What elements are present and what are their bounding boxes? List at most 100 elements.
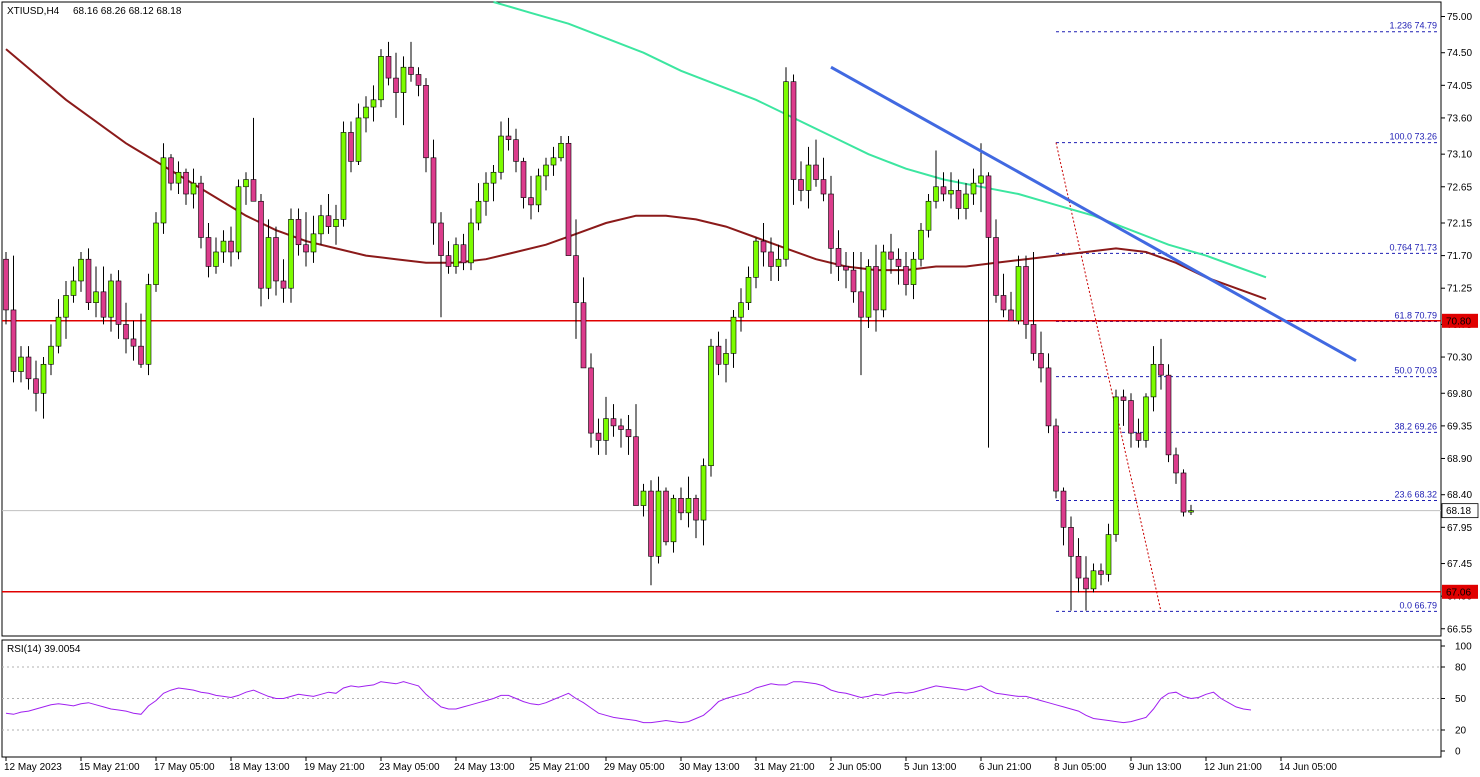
time-tick-label: 14 Jun 05:00: [1279, 762, 1337, 773]
candle: [340, 121, 347, 227]
candle: [678, 487, 684, 521]
candle-body: [663, 490, 669, 543]
price-axis: 75.00 74.50 74.05 73.60 73.10 72.65 72.15 71.70…: [1441, 12, 1479, 635]
candle: [18, 346, 24, 383]
candle-body: [520, 161, 527, 198]
candle: [250, 117, 257, 202]
fib-level-label: 100.0 73.26: [1389, 132, 1437, 142]
candle-body: [640, 490, 647, 506]
candle-body: [588, 367, 594, 434]
candle: [310, 215, 317, 263]
candle: [573, 219, 579, 339]
candle-body: [183, 171, 189, 195]
candle: [985, 172, 992, 448]
candle-body: [370, 99, 377, 108]
price-tick-label: 72.65: [1447, 182, 1472, 193]
rsi-tick-label: 80: [1455, 663, 1467, 674]
price-tick-label: 75.00: [1447, 12, 1472, 23]
candle: [1150, 346, 1157, 412]
candle-body: [978, 175, 984, 184]
candle: [648, 480, 654, 586]
candle-body: [625, 429, 632, 438]
candle-body: [543, 164, 549, 177]
candle-body: [340, 132, 347, 220]
level-price-tag-text: 67.06: [1446, 587, 1471, 598]
candle-body: [1128, 400, 1134, 434]
candle: [633, 404, 639, 506]
candle: [490, 165, 497, 202]
candle-body: [325, 215, 332, 227]
candle-body: [505, 135, 512, 140]
candle-body: [888, 251, 894, 260]
candle: [873, 244, 879, 332]
chart-symbol-label: XTIUSD,H4: [7, 6, 60, 17]
candle-body: [445, 255, 452, 267]
candle: [1105, 523, 1112, 582]
candle: [618, 418, 624, 448]
candle-body: [393, 77, 399, 93]
candle-body: [33, 378, 39, 394]
candle-body: [70, 280, 77, 296]
candle: [963, 183, 969, 220]
candle-body: [573, 255, 579, 303]
candle-body: [1105, 534, 1112, 575]
candle: [528, 175, 534, 220]
candle-body: [1008, 309, 1014, 322]
rsi-tick-label: 0: [1455, 747, 1461, 758]
candle: [520, 157, 527, 209]
rsi-label: RSI(14) 39.0054: [7, 644, 81, 655]
candle: [220, 230, 227, 263]
time-tick-label: 9 Jun 13:00: [1129, 762, 1182, 773]
price-tick-label: 67.95: [1447, 523, 1472, 534]
candle-body: [130, 338, 137, 347]
candle-body: [55, 316, 62, 347]
candle: [558, 136, 564, 162]
candle: [168, 154, 174, 191]
candle: [198, 175, 204, 249]
candle-body: [558, 142, 564, 159]
current-price-tag-text: 68.18: [1446, 506, 1471, 517]
candle-body: [3, 258, 9, 311]
candle: [535, 168, 542, 213]
candle: [1098, 563, 1104, 586]
candle: [640, 483, 647, 517]
candle: [843, 251, 849, 289]
candle-body: [670, 498, 677, 543]
price-tick-label: 73.10: [1447, 150, 1472, 161]
candle-body: [895, 258, 902, 267]
candle-body: [25, 356, 32, 380]
moving-average-layer: [5, 1, 1267, 301]
horizontal-levels-layer: [2, 320, 1441, 593]
price-tick-label: 69.35: [1447, 421, 1472, 432]
candle: [1180, 469, 1187, 517]
candle: [40, 357, 47, 419]
candle: [393, 52, 399, 118]
candle-body: [798, 179, 804, 191]
candle-body: [220, 240, 227, 253]
candle: [835, 230, 842, 281]
candle-body: [190, 182, 197, 195]
candle-body: [873, 266, 879, 311]
time-tick-label: 31 May 21:00: [754, 762, 815, 773]
candle: [1090, 563, 1097, 593]
candle: [663, 487, 669, 546]
candle: [940, 172, 947, 202]
candle-body: [1015, 266, 1022, 322]
candle: [468, 208, 474, 271]
candle: [700, 458, 707, 546]
candle: [1068, 516, 1074, 611]
candle: [783, 67, 789, 267]
candle-body: [213, 251, 219, 267]
candle-body: [955, 190, 962, 209]
rsi-tick-label: 50: [1455, 694, 1467, 705]
candle-body: [745, 277, 752, 303]
fib-level-label: 0.764 71.73: [1389, 242, 1437, 252]
candle-body: [40, 363, 47, 394]
candle: [498, 121, 504, 180]
candle: [423, 78, 429, 173]
candle-body: [603, 418, 609, 441]
price-tick-label: 71.70: [1447, 251, 1472, 262]
candle-body: [115, 280, 122, 325]
candle: [145, 273, 152, 376]
